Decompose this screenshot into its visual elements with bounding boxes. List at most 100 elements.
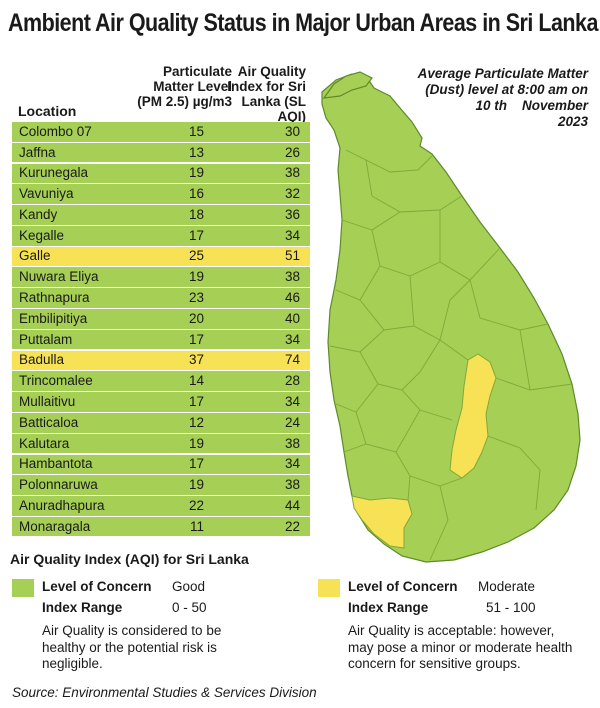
cell-pm: 16 [188, 186, 204, 202]
header-line: Matter Level [153, 79, 232, 94]
cell-pm: 20 [188, 310, 204, 326]
cell-location: Mullaitivu [19, 393, 76, 409]
map-title-line: Average Particulate Matter [417, 66, 588, 81]
legend-moderate-range-label: Index Range [348, 600, 429, 615]
table-row: Monaragala 11 22 [12, 516, 310, 537]
table-row: Kandy 18 36 [12, 205, 310, 225]
description-line: Air Quality is considered to be [42, 623, 222, 638]
cell-location: Puttalam [19, 331, 73, 347]
cell-pm: 19 [188, 165, 204, 181]
district-border [469, 279, 549, 331]
cell-pm: 23 [188, 290, 204, 306]
cell-aqi: 30 [284, 123, 300, 139]
legend-good-concern-label: Level of Concern [42, 579, 152, 594]
table-row: Vavuniya 16 32 [12, 184, 310, 204]
cell-aqi: 38 [284, 435, 300, 451]
cell-pm: 19 [188, 435, 204, 451]
table-row: Kalutara 19 38 [12, 433, 310, 454]
district-border [359, 275, 415, 331]
district-border [345, 149, 433, 173]
cell-pm: 13 [188, 144, 204, 160]
cell-aqi: 34 [284, 456, 300, 472]
cell-aqi: 34 [284, 331, 300, 347]
cell-pm: 37 [188, 352, 204, 368]
description-line: may pose a minor or moderate health [348, 639, 573, 655]
cell-aqi: 51 [284, 248, 300, 264]
cell-aqi: 28 [284, 373, 300, 389]
jaffna-peninsula [322, 71, 373, 99]
column-header-pm: Particulate Matter Level (PM 2.5) µg/m3 [82, 64, 232, 109]
cell-location: Galle [19, 248, 51, 264]
description-line: healthy or the potential risk is [42, 639, 217, 655]
table-row: Trincomalee 14 28 [12, 371, 310, 391]
legend-good-range-value: 0 - 50 [172, 600, 207, 615]
table-row: Batticaloa 12 24 [12, 412, 310, 433]
header-line: (PM 2.5) µg/m3 [137, 94, 232, 109]
cell-location: Rathnapura [19, 290, 90, 306]
table-row: Badulla 37 74 [12, 350, 310, 371]
page-title: Ambient Air Quality Status in Major Urba… [8, 9, 598, 37]
cell-pm: 15 [188, 123, 204, 139]
legend-good-concern-value: Good [172, 579, 206, 594]
cell-aqi: 44 [284, 497, 300, 513]
cell-aqi: 34 [284, 393, 300, 409]
district-borders [329, 149, 573, 561]
district-border [519, 329, 531, 391]
table-row: Mullaitivu 17 34 [12, 392, 310, 412]
cell-location: Trincomalee [19, 373, 93, 389]
cell-pm: 25 [188, 248, 204, 264]
table-row: Anuradhapura 22 44 [12, 496, 310, 516]
cell-aqi: 34 [284, 227, 300, 243]
cell-pm: 18 [188, 206, 204, 222]
description-line: concern for sensitive groups. [348, 656, 521, 671]
cell-pm: 19 [188, 269, 204, 285]
cell-aqi: 32 [284, 186, 300, 202]
cell-location: Monaragala [19, 518, 91, 534]
cell-pm: 14 [188, 373, 204, 389]
cell-pm: 17 [188, 456, 204, 472]
table-row: Rathnapura 23 46 [12, 288, 310, 308]
table-row: Puttalam 17 34 [12, 329, 310, 350]
district-galle-moderate [351, 495, 413, 549]
cell-location: Kalutara [19, 435, 70, 451]
district-border [487, 435, 541, 511]
cell-pm: 12 [188, 414, 204, 430]
district-border [439, 279, 471, 341]
table-row: Jaffna 13 26 [12, 142, 310, 163]
cell-location: Batticaloa [19, 414, 79, 430]
cell-location: Hambantota [19, 456, 93, 472]
cell-aqi: 26 [284, 144, 300, 160]
cell-pm: 19 [188, 477, 204, 493]
table-row: Kegalle 17 34 [12, 225, 310, 246]
cell-location: Jaffna [19, 144, 56, 160]
cell-aqi: 38 [284, 269, 300, 285]
legend-moderate-description: Air Quality is acceptable: however, may … [348, 623, 572, 673]
table-row: Kurunegala 19 38 [12, 163, 310, 184]
cell-pm: 17 [188, 393, 204, 409]
cell-location: Kurunegala [19, 165, 89, 181]
legend-moderate-concern-value: Moderate [478, 579, 536, 594]
cell-location: Anuradhapura [19, 497, 105, 513]
cell-aqi: 40 [284, 310, 300, 326]
cell-aqi: 74 [284, 352, 300, 368]
district-border [355, 409, 421, 453]
legend-swatch-moderate [318, 579, 340, 597]
district-border [429, 485, 449, 561]
cell-location: Kandy [19, 206, 58, 222]
table-row: Polonnaruwa 19 38 [12, 475, 310, 495]
cell-aqi: 46 [284, 290, 300, 306]
cell-location: Colombo 07 [19, 123, 92, 139]
map-title-line: (Dust) level at 8:00 am on [425, 82, 588, 97]
header-line: Particulate [162, 64, 232, 79]
cell-location: Polonnaruwa [19, 477, 98, 493]
cell-pm: 17 [188, 331, 204, 347]
cell-location: Nuwara Eliya [19, 269, 99, 285]
cell-aqi: 24 [284, 414, 300, 430]
table-row: Galle 25 51 [12, 246, 310, 267]
header-line: Index for Sri [227, 79, 306, 94]
legend-swatch-good [12, 579, 34, 597]
island-outline [321, 73, 581, 563]
cell-pm: 22 [188, 497, 204, 513]
cell-aqi: 38 [284, 165, 300, 181]
